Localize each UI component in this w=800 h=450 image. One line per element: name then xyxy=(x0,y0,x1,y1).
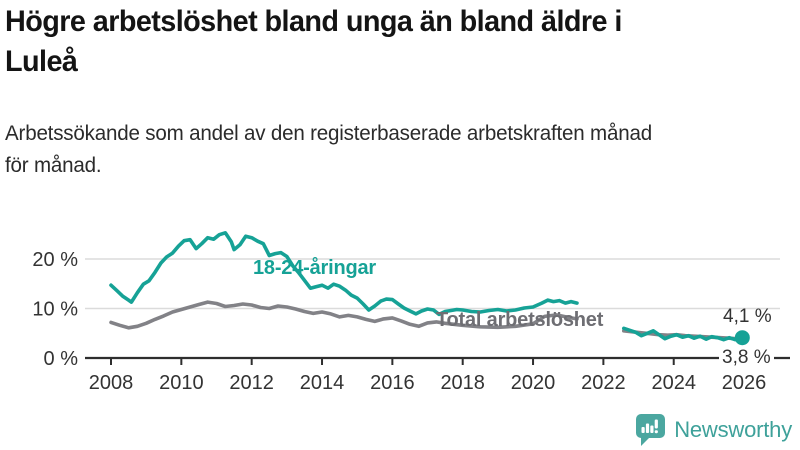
title-line-2: Luleå xyxy=(5,45,78,78)
subtitle-line-2: för månad. xyxy=(5,154,102,177)
end-value-label-total: 3,8 % xyxy=(719,347,774,369)
line-chart-canvas: 2008 2010 2012 2014 2016 2018 2020 2022 2024 2026… xyxy=(32,230,790,394)
svg-text:2024: 2024 xyxy=(651,372,696,394)
page-title: Högre arbetslöshet bland unga än bland ä… xyxy=(5,2,797,82)
svg-text:2020: 2020 xyxy=(511,372,556,394)
series-label-total: Total arbetslöshet xyxy=(436,309,604,331)
title-line-1: Högre arbetslöshet bland unga än bland ä… xyxy=(5,5,622,38)
mini-barchart-glyph xyxy=(641,419,659,433)
svg-text:10 %: 10 % xyxy=(32,299,78,321)
svg-text:2022: 2022 xyxy=(581,372,626,394)
newsworthy-wordmark: Newsworthy xyxy=(674,417,792,442)
svg-text:2014: 2014 xyxy=(300,372,345,394)
svg-text:2016: 2016 xyxy=(370,372,415,394)
svg-text:20 %: 20 % xyxy=(32,249,78,271)
newsworthy-bubble-icon xyxy=(636,413,666,446)
svg-text:2012: 2012 xyxy=(229,372,274,394)
newsworthy-logo[interactable]: Newsworthy xyxy=(636,412,792,448)
end-value-label-young: 4,1 % xyxy=(723,306,772,327)
chart-subtitle: Arbetssökande som andel av den registerb… xyxy=(5,118,797,182)
svg-text:0 %: 0 % xyxy=(44,348,79,370)
series-label-young: 18-24-åringar xyxy=(253,257,377,279)
svg-text:2008: 2008 xyxy=(89,372,134,394)
svg-text:2018: 2018 xyxy=(440,372,485,394)
subtitle-line-1: Arbetssökande som andel av den registerb… xyxy=(5,122,652,145)
line-chart-area: 2008 2010 2012 2014 2016 2018 2020 2022 2024 2026… xyxy=(0,195,800,405)
svg-text:2010: 2010 xyxy=(159,372,204,394)
svg-text:2026: 2026 xyxy=(722,372,767,394)
